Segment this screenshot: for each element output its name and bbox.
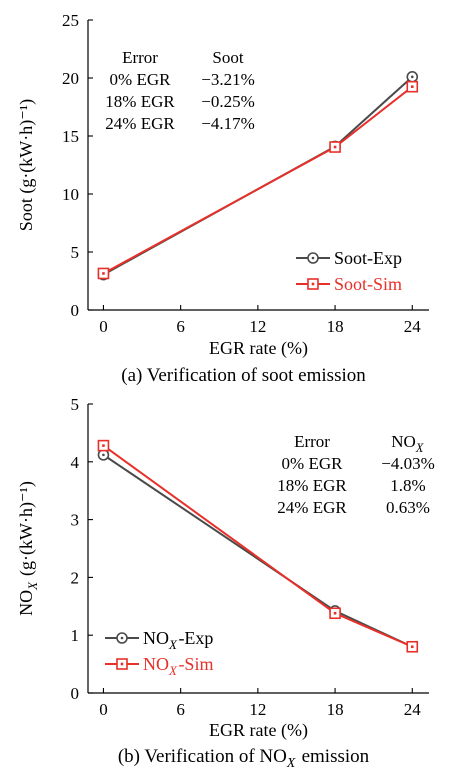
table-row-value: −4.03% xyxy=(381,454,435,473)
chart-caption: (b) Verification of NOX emission xyxy=(118,746,370,770)
data-point-sim-center xyxy=(333,611,337,615)
data-point-exp-center xyxy=(102,453,105,457)
y-tick-label: 5 xyxy=(71,243,80,262)
x-axis-label: EGR rate (%) xyxy=(209,338,308,359)
legend-marker-center xyxy=(120,662,124,666)
table-row-label: 24% EGR xyxy=(277,498,347,517)
x-tick-label: 0 xyxy=(99,317,108,336)
table-row-value: −4.17% xyxy=(201,114,255,133)
x-tick-label: 12 xyxy=(249,700,266,719)
y-tick-label: 2 xyxy=(71,568,80,587)
y-tick-label: 10 xyxy=(62,185,79,204)
x-tick-label: 0 xyxy=(99,700,108,719)
legend-label: NOX -Exp xyxy=(143,628,213,652)
y-tick-label: 3 xyxy=(71,511,80,530)
legend-marker-center xyxy=(120,636,124,640)
legend-label: NOX -Sim xyxy=(143,654,213,678)
x-axis-label: EGR rate (%) xyxy=(209,720,308,741)
data-point-sim-center xyxy=(410,85,414,88)
legend-marker-center xyxy=(311,282,315,286)
legend-label: Soot-Sim xyxy=(334,274,402,294)
table-row-value: −0.25% xyxy=(201,92,255,111)
data-point-sim-center xyxy=(410,645,414,649)
y-axis-label: NOX (g·(kW·h)⁻¹) xyxy=(16,481,40,616)
table-row-value: 1.8% xyxy=(390,476,425,495)
table-header: NOX xyxy=(391,432,424,455)
data-point-sim-center xyxy=(102,444,105,447)
legend: Soot-Exp Soot-Sim xyxy=(296,248,402,294)
table-row-value: 0.63% xyxy=(386,498,430,517)
data-point-exp-center xyxy=(410,75,414,79)
y-tick-label: 4 xyxy=(71,453,80,472)
table-row-label: 0% EGR xyxy=(282,454,344,473)
x-tick-label: 6 xyxy=(176,700,185,719)
chart-soot: 0 6 12 18 24 0 5 10 15 20 25 EGR rate (%) Soot (g·(k… xyxy=(16,11,429,386)
table-row-label: 18% EGR xyxy=(277,476,347,495)
table-row-label: 24% EGR xyxy=(105,114,175,133)
legend-marker-center xyxy=(311,256,315,260)
x-tick-label: 18 xyxy=(327,317,344,336)
chart-caption: (a) Verification of soot emission xyxy=(121,365,366,386)
data-point-sim-center xyxy=(333,145,337,149)
y-tick-label: 25 xyxy=(62,11,79,30)
y-tick-label: 0 xyxy=(71,684,80,703)
x-tick-label: 24 xyxy=(404,317,422,336)
error-table: Error Soot 0% EGR −3.21% 18% EGR −0.25% 24% EG… xyxy=(105,48,254,133)
y-tick-label: 0 xyxy=(71,301,80,320)
y-tick-label: 15 xyxy=(62,127,79,146)
table-header: Soot xyxy=(212,48,243,67)
y-tick-label: 1 xyxy=(71,626,80,645)
y-tick-label: 20 xyxy=(62,69,79,88)
x-tick-label: 18 xyxy=(327,700,344,719)
error-table: Error NOX 0% EGR −4.03% 18% EGR 1.8% 24% EGR 0… xyxy=(277,432,434,517)
y-axis-label: Soot (g·(kW·h)⁻¹) xyxy=(16,99,37,231)
table-header: Error xyxy=(122,48,158,67)
table-header: Error xyxy=(294,432,330,451)
series-line-nox-exp xyxy=(102,454,413,648)
table-row-label: 0% EGR xyxy=(110,70,172,89)
x-tick-label: 12 xyxy=(249,317,266,336)
x-tick-label: 6 xyxy=(176,317,185,336)
legend-label: Soot-Exp xyxy=(334,248,402,268)
x-tick-label: 24 xyxy=(404,700,422,719)
series-line-nox-sim xyxy=(102,444,413,648)
table-row-value: −3.21% xyxy=(201,70,255,89)
y-tick-label: 5 xyxy=(71,395,80,414)
data-point-sim-center xyxy=(102,272,105,275)
table-row-label: 18% EGR xyxy=(105,92,175,111)
